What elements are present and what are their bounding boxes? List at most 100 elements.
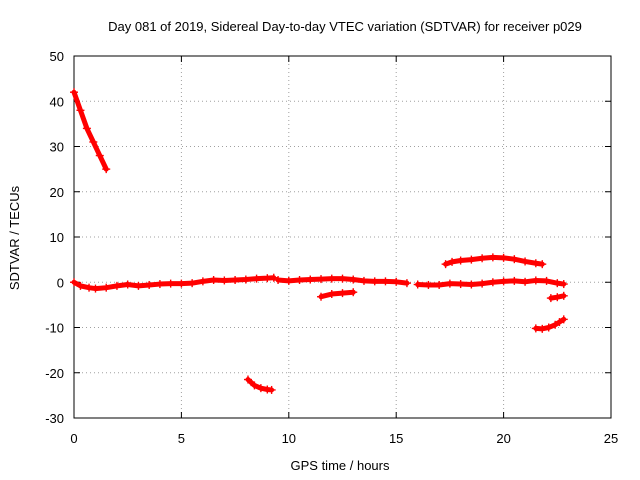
data-point <box>267 385 276 394</box>
data-point <box>467 255 476 264</box>
data-point <box>424 280 433 289</box>
data-point <box>123 280 132 289</box>
data-point <box>209 275 218 284</box>
data-point <box>102 165 111 174</box>
data-point <box>317 292 326 301</box>
chart-title: Day 081 of 2019, Sidereal Day-to-day VTE… <box>108 19 582 34</box>
y-tick-label: 40 <box>50 94 64 109</box>
data-point <box>531 276 540 285</box>
x-tick-label: 5 <box>178 431 185 446</box>
x-tick-label: 10 <box>282 431 296 446</box>
data-point <box>402 279 411 288</box>
series-arc-4 <box>274 274 411 288</box>
data-point <box>231 275 240 284</box>
x-tick-label: 25 <box>604 431 618 446</box>
data-point <box>559 280 568 289</box>
data-point <box>243 375 252 384</box>
series-arc-7 <box>441 253 547 269</box>
data-point <box>392 277 401 286</box>
x-tick-labels: 0 5 10 15 20 25 <box>70 431 618 446</box>
data-point <box>499 277 508 286</box>
series-arc-8 <box>531 315 568 333</box>
data-point <box>327 274 336 283</box>
data-point <box>76 106 85 115</box>
data-point <box>467 280 476 289</box>
data-point <box>338 289 347 298</box>
series-arc-9 <box>546 291 568 303</box>
y-tick-label: 0 <box>57 275 64 290</box>
y-axis-label: SDTVAR / TECUs <box>7 185 22 290</box>
data-point <box>435 280 444 289</box>
x-tick-label: 0 <box>70 431 77 446</box>
data-point <box>89 137 98 146</box>
data-point <box>284 276 293 285</box>
series-arc-2 <box>70 273 278 293</box>
data-point <box>91 284 100 293</box>
data-point <box>188 279 197 288</box>
data-point <box>510 276 519 285</box>
x-axis-label: GPS time / hours <box>291 458 390 473</box>
data-point <box>546 294 555 303</box>
data-point <box>559 315 568 324</box>
data-point <box>381 277 390 286</box>
data-point <box>478 279 487 288</box>
data-point <box>82 124 91 133</box>
data-point <box>488 278 497 287</box>
data-point <box>499 253 508 262</box>
y-tick-label: 10 <box>50 230 64 245</box>
data-point <box>456 256 465 265</box>
data-point <box>95 151 104 160</box>
y-tick-label: -10 <box>45 321 64 336</box>
y-tick-label: -30 <box>45 411 64 426</box>
data-point <box>413 280 422 289</box>
data-point <box>521 277 530 286</box>
data-point <box>349 288 358 297</box>
data-point <box>553 293 562 302</box>
data-point <box>306 275 315 284</box>
data-point <box>531 259 540 268</box>
data-point <box>295 275 304 284</box>
data-series <box>70 88 568 394</box>
x-tick-label: 20 <box>496 431 510 446</box>
data-point <box>521 257 530 266</box>
data-point <box>155 280 164 289</box>
y-tick-label: 50 <box>50 49 64 64</box>
data-point <box>478 254 487 263</box>
data-point <box>70 88 78 97</box>
data-point <box>198 277 207 286</box>
data-point <box>538 260 547 269</box>
x-tick-label: 15 <box>389 431 403 446</box>
series-arc-1 <box>70 88 111 174</box>
series-arc-5 <box>317 288 358 301</box>
data-point <box>488 253 497 262</box>
y-tick-label: 30 <box>50 140 64 155</box>
data-point <box>85 283 94 292</box>
series-line-arc-1 <box>71 89 109 172</box>
data-point <box>70 278 78 287</box>
data-point <box>559 291 568 300</box>
data-point <box>145 280 154 289</box>
data-point <box>177 279 186 288</box>
data-point <box>317 275 326 284</box>
y-tick-labels: -30 -20 -10 0 10 20 30 40 50 <box>45 49 64 426</box>
data-point <box>166 279 175 288</box>
data-point <box>445 279 454 288</box>
series-arc-3 <box>243 375 276 394</box>
data-point <box>456 280 465 289</box>
data-point <box>134 281 143 290</box>
data-point <box>359 276 368 285</box>
y-tick-label: 20 <box>50 185 64 200</box>
data-point <box>102 283 111 292</box>
data-point <box>220 276 229 285</box>
data-point <box>544 323 553 332</box>
data-point <box>256 384 265 393</box>
data-point <box>76 281 85 290</box>
data-point <box>441 260 450 269</box>
data-point <box>538 324 547 333</box>
data-point <box>370 277 379 286</box>
data-point <box>252 274 261 283</box>
data-point <box>327 290 336 299</box>
data-point <box>542 276 551 285</box>
data-point <box>448 257 457 266</box>
series-arc-6 <box>413 276 568 289</box>
